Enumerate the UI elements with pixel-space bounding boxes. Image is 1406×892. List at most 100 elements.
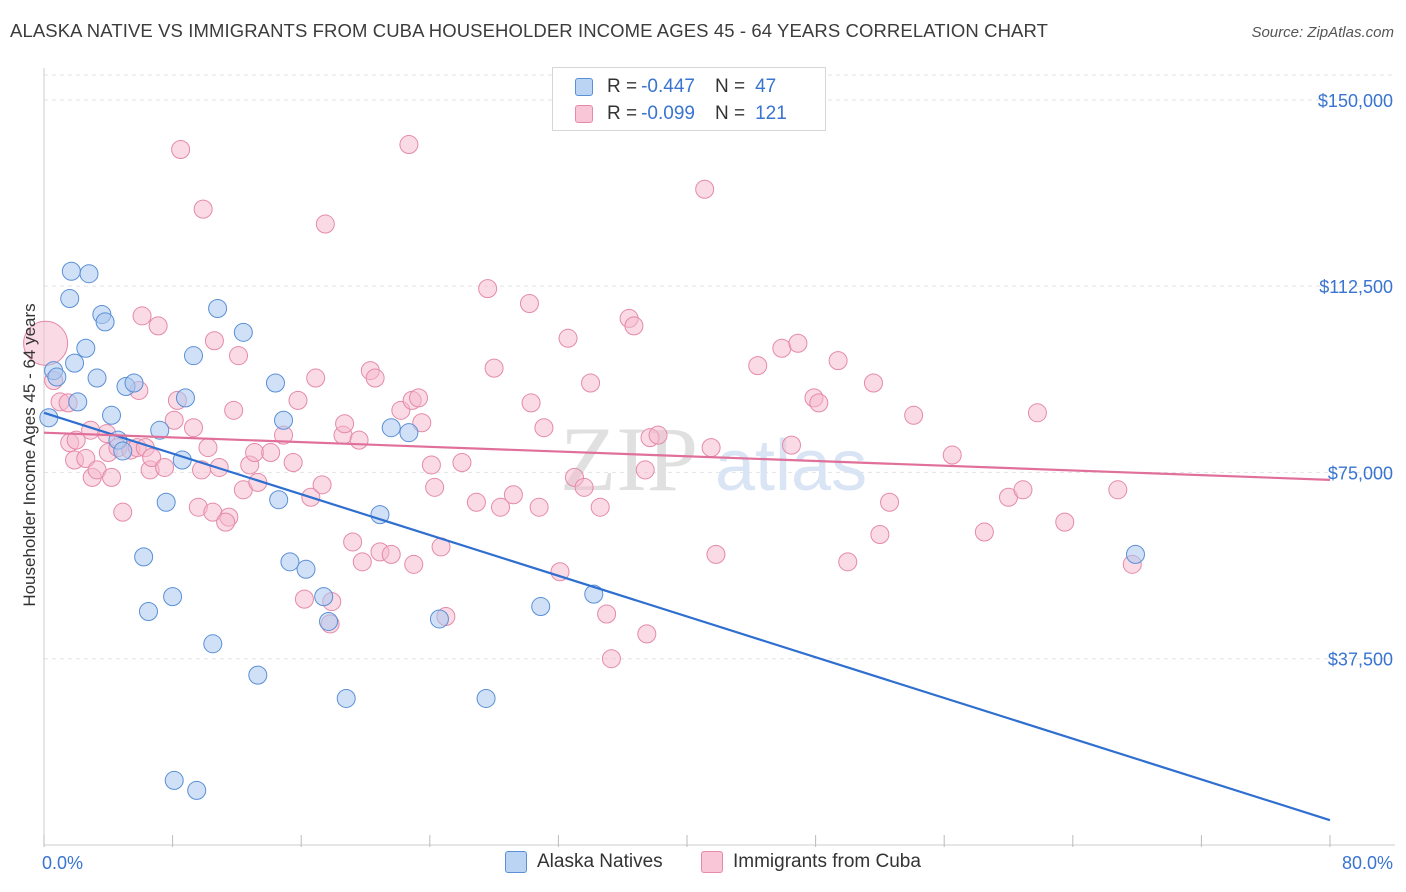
stats-legend: R = -0.447 N = 47 R = -0.099 N = 121	[552, 67, 826, 131]
immigrants-cuba-point	[421, 455, 441, 475]
alaska-natives-point	[280, 552, 300, 572]
immigrants-cuba-point	[294, 589, 314, 609]
immigrants-cuba-point	[484, 358, 504, 378]
immigrants-cuba-point	[809, 393, 829, 413]
immigrants-cuba-point	[521, 393, 541, 413]
alaska-natives-point	[150, 420, 170, 440]
immigrants-cuba-point	[534, 418, 554, 438]
y-tick-label: $75,000	[1328, 463, 1393, 483]
immigrants-cuba-trend-line	[43, 431, 1331, 481]
immigrants-cuba-point	[601, 649, 621, 669]
y-tick-label: $150,000	[1318, 91, 1393, 111]
alaska-natives-point	[399, 423, 419, 443]
immigrants-cuba-point	[574, 477, 594, 497]
alaska-natives-point	[124, 373, 144, 393]
chart-title: ALASKA NATIVE VS IMMIGRANTS FROM CUBA HO…	[10, 20, 1048, 41]
alaska-natives-point	[265, 373, 285, 393]
immigrants-cuba-point	[193, 199, 213, 219]
immigrants-cuba-point	[452, 452, 472, 472]
immigrants-cuba-point	[245, 443, 265, 463]
alaska-natives-point	[175, 388, 195, 408]
alaska-natives-point	[233, 322, 253, 342]
alaska-natives-point	[274, 410, 294, 430]
immigrants-cuba-point	[503, 485, 523, 505]
alaska-natives-point	[39, 408, 59, 428]
alaska-natives-point	[314, 587, 334, 607]
alaska-natives-point	[87, 368, 107, 388]
alaska-natives-point	[370, 505, 390, 525]
immigrants-cuba-point	[155, 457, 175, 477]
immigrants-cuba-point	[772, 338, 792, 358]
immigrants-cuba-point	[838, 552, 858, 572]
immigrants-cuba-point	[399, 135, 419, 155]
x-tick-label-min: 0.0%	[42, 853, 83, 873]
immigrants-cuba-point	[404, 554, 424, 574]
alaska-natives-point	[79, 264, 99, 284]
alaska-natives-point	[183, 346, 203, 366]
alaska-natives-point	[68, 392, 88, 412]
immigrants-cuba-point	[66, 430, 86, 450]
immigrants-cuba-point	[192, 460, 212, 480]
alaska-natives-point	[134, 547, 154, 567]
legend-n-label: N =	[714, 76, 746, 97]
alaska-natives-point	[163, 587, 183, 607]
legend-n-label: N =	[714, 103, 746, 124]
alaska-natives-point	[156, 492, 176, 512]
immigrants-cuba-point	[558, 328, 578, 348]
alaska-natives-point	[269, 490, 289, 510]
immigrants-cuba-point	[529, 497, 549, 517]
alaska-natives-point	[61, 261, 81, 281]
alaska-natives-point	[102, 405, 122, 425]
immigrants-cuba-point	[224, 400, 244, 420]
bottom-legend-label: Alaska Natives	[537, 851, 663, 872]
immigrants-cuba-point	[648, 425, 668, 445]
immigrants-cuba-point	[478, 279, 498, 299]
immigrants-cuba-point	[164, 410, 184, 430]
immigrants-cuba-point	[343, 532, 363, 552]
alaska-natives-point	[65, 353, 85, 373]
alaska-natives-point	[138, 602, 158, 622]
immigrants-cuba-point	[637, 624, 657, 644]
immigrants-cuba-point	[1013, 480, 1033, 500]
immigrants-cuba-point	[171, 140, 191, 160]
immigrants-cuba-point	[261, 443, 281, 463]
immigrants-cuba-point	[288, 390, 308, 410]
immigrants-cuba-point	[590, 497, 610, 517]
alaska-natives-point	[319, 611, 339, 631]
legend-n-value: 47	[755, 76, 777, 97]
immigrants-cuba-point	[581, 373, 601, 393]
immigrants-cuba-point	[229, 346, 249, 366]
legend-row-alaska-natives: R = -0.447 N = 47	[553, 74, 776, 100]
alaska-natives-point	[584, 584, 604, 604]
immigrants-cuba-point	[788, 333, 808, 353]
immigrants-cuba-point	[352, 552, 372, 572]
immigrants-cuba-point	[216, 512, 236, 532]
immigrants-cuba-point	[315, 214, 335, 234]
immigrants-cuba-point	[381, 544, 401, 564]
immigrants-cuba-point	[335, 414, 355, 434]
immigrants-cuba-point	[828, 351, 848, 371]
alaska-natives-point	[381, 418, 401, 438]
alaska-natives-point	[296, 559, 316, 579]
immigrants-cuba-point	[283, 452, 303, 472]
immigrants-cuba-point	[550, 562, 570, 582]
immigrants-cuba-point	[635, 460, 655, 480]
immigrants-cuba-point	[624, 316, 644, 336]
immigrants-cuba-point	[312, 475, 332, 495]
immigrants-cuba-point	[781, 435, 801, 455]
immigrants-cuba-point	[148, 316, 168, 336]
alaska-natives-point	[476, 688, 496, 708]
legend-n-value: 121	[755, 103, 787, 124]
alaska-natives-point	[76, 338, 96, 358]
immigrants-cuba-point	[491, 497, 511, 517]
immigrants-cuba-point	[519, 294, 539, 314]
immigrants-cuba-point	[76, 449, 96, 469]
immigrants-cuba-point	[183, 418, 203, 438]
immigrants-cuba-point	[102, 467, 122, 487]
immigrants-cuba-point	[412, 413, 432, 433]
alaska-natives-point	[208, 298, 228, 318]
immigrants-cuba-point	[695, 179, 715, 199]
alaska-natives-point	[164, 770, 184, 790]
immigrants-cuba-point	[904, 405, 924, 425]
